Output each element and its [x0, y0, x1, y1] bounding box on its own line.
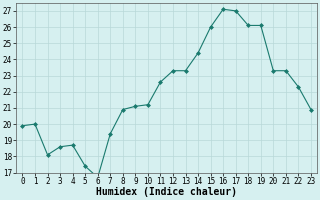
- X-axis label: Humidex (Indice chaleur): Humidex (Indice chaleur): [96, 187, 237, 197]
